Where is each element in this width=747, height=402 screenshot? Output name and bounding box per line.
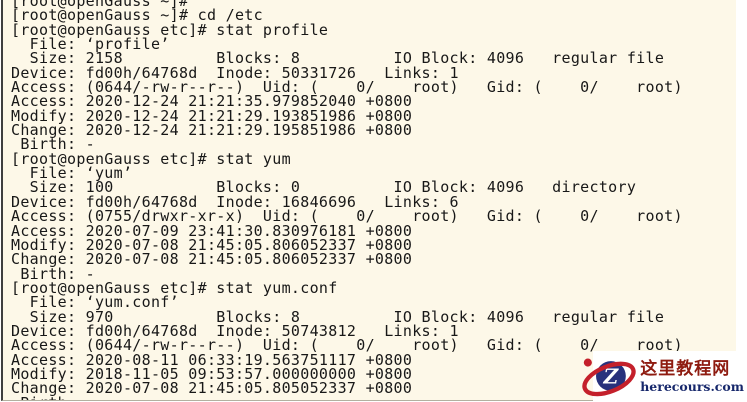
watermark-text: 这里教程网 herecours.com [640,359,747,394]
watermark: Z 这里教程网 herecours.com [582,351,747,402]
logo-z-icon: Z [603,364,620,388]
terminal-output: [root@openGauss ~]# [root@openGauss ~]# … [11,0,683,400]
logo-orbit-dot-icon [584,358,593,367]
watermark-site-name: 这里教程网 [640,359,731,379]
herecours-logo-icon: Z [582,358,636,396]
watermark-site-url: herecours.com [640,379,744,394]
